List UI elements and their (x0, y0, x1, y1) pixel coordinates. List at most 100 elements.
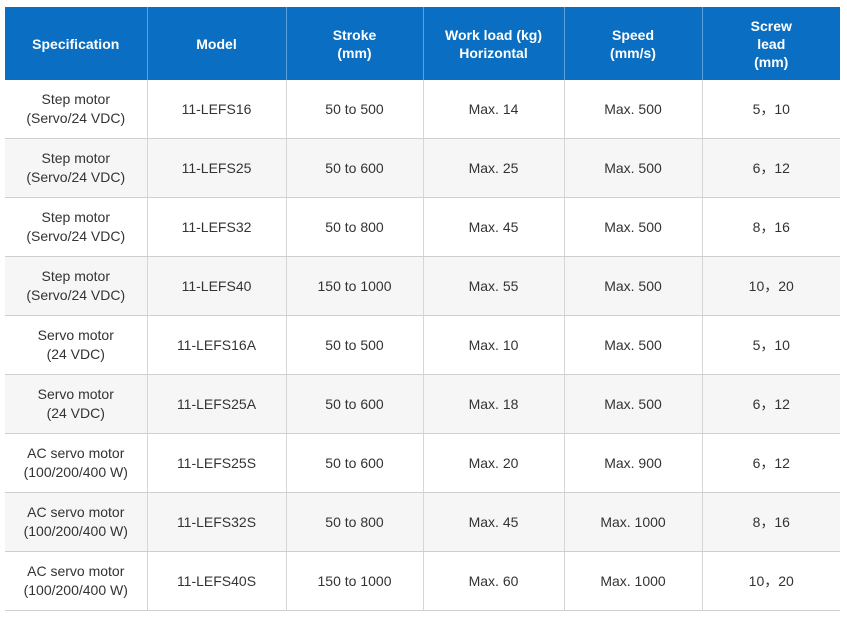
header-line: (mm/s) (610, 44, 656, 61)
table-row: Step motor (Servo/24 VDC) 11-LEFS32 50 to 8… (5, 197, 840, 257)
table-header: Specification Model Stroke (mm) Work loa… (5, 7, 840, 80)
specification-line: Servo motor (37, 386, 114, 402)
header-line: Stroke (332, 26, 377, 43)
cell-stroke: 50 to 800 (285, 492, 423, 552)
header-line: Speed (611, 26, 654, 43)
cell-speed: Max. 500 (563, 138, 702, 198)
cell-work-load: Max. 45 (422, 492, 564, 552)
cell-work-load: Max. 10 (422, 315, 564, 375)
cell-screw-lead: 8，16 (701, 197, 840, 257)
cell-stroke: 50 to 500 (285, 80, 423, 139)
specification-line: Step motor (41, 268, 110, 284)
cell-stroke: 150 to 1000 (285, 551, 423, 611)
cell-work-load: Max. 25 (422, 138, 564, 198)
header-screw-lead: Screw lead (mm) (701, 7, 840, 80)
cell-stroke: 50 to 600 (285, 433, 423, 493)
header-specification: Specification (5, 7, 148, 80)
cell-work-load: Max. 20 (422, 433, 564, 493)
specification-line: (Servo/24 VDC) (26, 110, 126, 126)
header-line: Specification (32, 35, 120, 52)
cell-model: 11-LEFS16 (146, 80, 286, 139)
header-line: Horizontal (459, 44, 528, 61)
cell-speed: Max. 900 (563, 433, 702, 493)
cell-work-load: Max. 55 (422, 256, 564, 316)
cell-specification: Step motor (Servo/24 VDC) (5, 138, 147, 198)
cell-screw-lead: 8，16 (701, 492, 840, 552)
table-body: Step motor (Servo/24 VDC) 11-LEFS16 50 to 5… (5, 80, 840, 611)
header-line: (mm) (337, 44, 372, 61)
cell-speed: Max. 500 (563, 80, 702, 139)
cell-specification: AC servo motor (100/200/400 W) (5, 551, 147, 611)
header-speed: Speed (mm/s) (563, 7, 703, 80)
table-row: Step motor (Servo/24 VDC) 11-LEFS25 50 to 6… (5, 138, 840, 198)
header-model: Model (146, 7, 287, 80)
cell-specification: Step motor (Servo/24 VDC) (5, 256, 147, 316)
header-line: lead (757, 35, 786, 52)
header-line: (mm) (754, 53, 789, 70)
cell-stroke: 50 to 600 (285, 138, 423, 198)
specification-line: (100/200/400 W) (23, 464, 128, 480)
cell-work-load: Max. 60 (422, 551, 564, 611)
cell-model: 11-LEFS40S (146, 551, 286, 611)
specification-line: AC servo motor (27, 563, 125, 579)
header-stroke: Stroke (mm) (285, 7, 424, 80)
specification-line: (Servo/24 VDC) (26, 169, 126, 185)
spec-table: Specification Model Stroke (mm) Work loa… (5, 7, 840, 611)
table-row: Servo motor (24 VDC) 11-LEFS25A 50 to 600 Ma… (5, 374, 840, 434)
specification-line: AC servo motor (27, 504, 125, 520)
specification-line: (100/200/400 W) (23, 523, 128, 539)
cell-stroke: 50 to 800 (285, 197, 423, 257)
table-row: Step motor (Servo/24 VDC) 11-LEFS40 150 to … (5, 256, 840, 316)
cell-work-load: Max. 14 (422, 80, 564, 139)
cell-model: 11-LEFS25 (146, 138, 286, 198)
cell-model: 11-LEFS25A (146, 374, 286, 434)
cell-speed: Max. 500 (563, 197, 702, 257)
cell-specification: Servo motor (24 VDC) (5, 374, 147, 434)
cell-specification: AC servo motor (100/200/400 W) (5, 492, 147, 552)
table-row: AC servo motor (100/200/400 W) 11-LEFS32S 5… (5, 492, 840, 552)
specification-line: Servo motor (37, 327, 114, 343)
cell-screw-lead: 10，20 (701, 551, 840, 611)
cell-model: 11-LEFS16A (146, 315, 286, 375)
cell-model: 11-LEFS40 (146, 256, 286, 316)
cell-work-load: Max. 45 (422, 197, 564, 257)
cell-specification: Step motor (Servo/24 VDC) (5, 197, 147, 257)
specification-line: Step motor (41, 91, 110, 107)
cell-speed: Max. 1000 (563, 492, 702, 552)
specification-line: (24 VDC) (46, 405, 105, 421)
cell-model: 11-LEFS32 (146, 197, 286, 257)
table-row: AC servo motor (100/200/400 W) 11-LEFS25S 5… (5, 433, 840, 493)
header-work-load: Work load (kg) Horizontal (422, 7, 565, 80)
cell-specification: AC servo motor (100/200/400 W) (5, 433, 147, 493)
specification-line: (Servo/24 VDC) (26, 287, 126, 303)
cell-screw-lead: 6，12 (701, 138, 840, 198)
cell-speed: Max. 500 (563, 374, 702, 434)
cell-stroke: 150 to 1000 (285, 256, 423, 316)
cell-screw-lead: 5，10 (701, 80, 840, 139)
specification-line: Step motor (41, 150, 110, 166)
cell-speed: Max. 500 (563, 315, 702, 375)
specification-line: (100/200/400 W) (23, 582, 128, 598)
cell-speed: Max. 1000 (563, 551, 702, 611)
table-row: AC servo motor (100/200/400 W) 11-LEFS40S 1… (5, 551, 840, 611)
header-line: Model (196, 35, 237, 52)
cell-screw-lead: 6，12 (701, 374, 840, 434)
cell-specification: Servo motor (24 VDC) (5, 315, 147, 375)
cell-stroke: 50 to 600 (285, 374, 423, 434)
cell-screw-lead: 5，10 (701, 315, 840, 375)
table-row: Step motor (Servo/24 VDC) 11-LEFS16 50 to 5… (5, 80, 840, 139)
cell-screw-lead: 6，12 (701, 433, 840, 493)
header-row: Specification Model Stroke (mm) Work loa… (5, 7, 840, 80)
header-line: Work load (kg) (445, 26, 542, 43)
specification-line: (24 VDC) (46, 346, 105, 362)
cell-speed: Max. 500 (563, 256, 702, 316)
specification-line: AC servo motor (27, 445, 125, 461)
cell-model: 11-LEFS25S (146, 433, 286, 493)
table-row: Servo motor (24 VDC) 11-LEFS16A 50 to 500 Ma… (5, 315, 840, 375)
header-line: Screw (750, 17, 792, 34)
cell-screw-lead: 10，20 (701, 256, 840, 316)
specification-line: (Servo/24 VDC) (26, 228, 126, 244)
cell-work-load: Max. 18 (422, 374, 564, 434)
cell-model: 11-LEFS32S (146, 492, 286, 552)
